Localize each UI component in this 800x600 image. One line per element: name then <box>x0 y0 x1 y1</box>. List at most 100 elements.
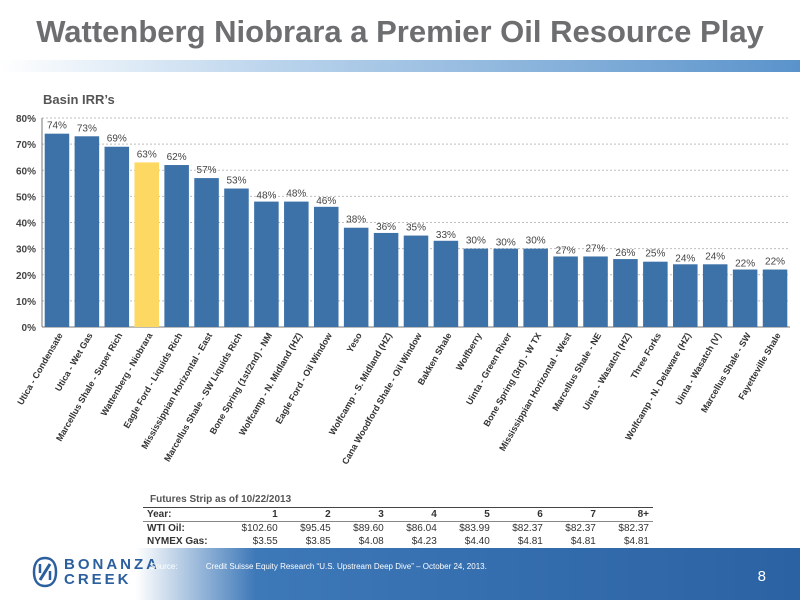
table-cell: $102.60 <box>241 523 278 534</box>
data-label: 69% <box>107 134 127 145</box>
bar <box>762 269 788 327</box>
x-tick-label: Utica - Condensate <box>15 331 64 407</box>
source-citation: Source: Credit Suisse Equity Research “U… <box>150 562 487 571</box>
source-text: Credit Suisse Equity Research “U.S. Upst… <box>205 562 487 571</box>
data-label: 35% <box>406 223 426 234</box>
table-cell: $4.08 <box>334 535 388 549</box>
bar <box>583 256 608 327</box>
y-tick-label: 40% <box>16 219 36 230</box>
table-cell: $4.81 <box>493 535 547 549</box>
table-cell: $82.37 <box>512 523 543 534</box>
bar <box>313 206 339 327</box>
table-cell: $4.81 <box>546 535 600 549</box>
table-cell: $86.04 <box>406 523 437 534</box>
irr-bar-chart: 0% 10% 20% 30% 40% 50% 60% 70% 80% 74% Utica - Con… <box>15 114 790 466</box>
data-label: 30% <box>526 236 546 247</box>
logo-text-bonanza: BONANZA <box>64 556 160 573</box>
data-label: 22% <box>735 259 755 270</box>
x-tick-label: Bone Spring (3rd) - W TX <box>482 331 544 428</box>
data-label: 73% <box>77 123 97 134</box>
footer-bar <box>0 548 800 600</box>
title-divider <box>0 60 800 72</box>
x-tick-label: Three Forks <box>629 331 663 381</box>
y-tick-label: 30% <box>16 245 36 256</box>
bar <box>673 264 698 327</box>
x-tick-label: Eagle Ford - Oil Window <box>274 330 335 425</box>
bar <box>44 133 70 327</box>
table-cell: $82.37 <box>565 523 596 534</box>
data-label: 24% <box>675 253 695 264</box>
data-label: 46% <box>316 196 336 207</box>
x-tick-label: Wolfberry <box>454 331 484 372</box>
bar <box>702 264 728 327</box>
futures-title: Futures Strip as of 10/22/2013 <box>150 494 292 505</box>
x-tick-label: Eagle Ford - Liquids Rich <box>121 331 184 430</box>
data-label: 30% <box>466 236 486 247</box>
bar <box>284 201 309 327</box>
table-row: WTI Oil: $102.60 $95.45 $89.60 $86.04 $83.99 $… <box>143 522 653 536</box>
data-label: 62% <box>167 152 187 163</box>
bar <box>164 165 189 327</box>
bar <box>254 201 279 327</box>
table-cell: 4 <box>387 507 441 522</box>
page-title: Wattenberg Niobrara a Premier Oil Resour… <box>36 14 764 49</box>
table-cell: $4.40 <box>440 535 494 549</box>
data-label: 26% <box>615 248 635 259</box>
y-tick-label: 60% <box>16 166 36 177</box>
data-label: 63% <box>137 149 157 160</box>
bar <box>553 256 578 327</box>
bonanza-creek-logo-icon <box>32 556 58 588</box>
data-label: 38% <box>346 215 366 226</box>
bar <box>343 227 369 327</box>
row-label: WTI Oil: <box>147 523 185 534</box>
page-number: 8 <box>757 568 766 585</box>
data-label: 22% <box>765 257 785 268</box>
table-row: NYMEX Gas: $3.55 $3.85 $4.08 $4.23 $4.40 $4.81… <box>143 535 653 549</box>
table-cell: $3.55 <box>221 535 282 549</box>
data-label: 27% <box>586 243 606 254</box>
data-label: 57% <box>197 165 217 176</box>
bar <box>463 248 489 327</box>
y-tick-label: 80% <box>16 114 36 125</box>
bar <box>74 136 100 327</box>
table-cell: $4.23 <box>387 535 441 549</box>
table-cell: 5 <box>440 507 494 522</box>
company-logo: BONANZA CREEK <box>32 556 160 588</box>
bar <box>104 146 130 327</box>
table-cell: $89.60 <box>353 523 384 534</box>
bar <box>134 162 159 327</box>
data-label: 30% <box>496 238 516 249</box>
table-cell: 1 <box>221 507 282 522</box>
table-cell: 2 <box>281 507 335 522</box>
chart-title: Basin IRR’s <box>43 92 115 107</box>
data-label: 27% <box>556 245 576 256</box>
table-cell: $3.85 <box>281 535 335 549</box>
x-tick-label: Yeso <box>345 331 364 355</box>
y-tick-label: 70% <box>16 140 36 151</box>
bar <box>523 248 548 327</box>
table-cell: 3 <box>334 507 388 522</box>
table-header-row: Year: 1 2 3 4 5 6 7 8+ <box>143 507 653 522</box>
table-cell: 8+ <box>599 507 653 522</box>
y-tick-label: 20% <box>16 271 36 282</box>
table-cell: $83.99 <box>459 523 490 534</box>
bar <box>403 235 429 327</box>
bar <box>613 259 638 327</box>
data-label: 74% <box>47 121 67 132</box>
data-label: 48% <box>286 189 306 200</box>
table-cell: $4.81 <box>599 535 653 549</box>
bar <box>433 240 459 327</box>
y-tick-label: 50% <box>16 192 36 203</box>
data-label: 36% <box>376 222 396 233</box>
data-label: 33% <box>436 230 456 241</box>
data-label: 25% <box>645 249 665 260</box>
data-label: 53% <box>226 176 246 187</box>
bar <box>493 248 519 327</box>
y-tick-label: 10% <box>16 297 36 308</box>
futures-table: Year: 1 2 3 4 5 6 7 8+ WTI Oil: $102.60 $95.45 $89.6… <box>143 507 653 549</box>
row-label: Year: <box>143 507 221 522</box>
table-cell: $82.37 <box>618 523 649 534</box>
data-label: 48% <box>256 191 276 202</box>
row-label: NYMEX Gas: <box>143 535 221 549</box>
y-tick-label: 0% <box>22 323 37 334</box>
